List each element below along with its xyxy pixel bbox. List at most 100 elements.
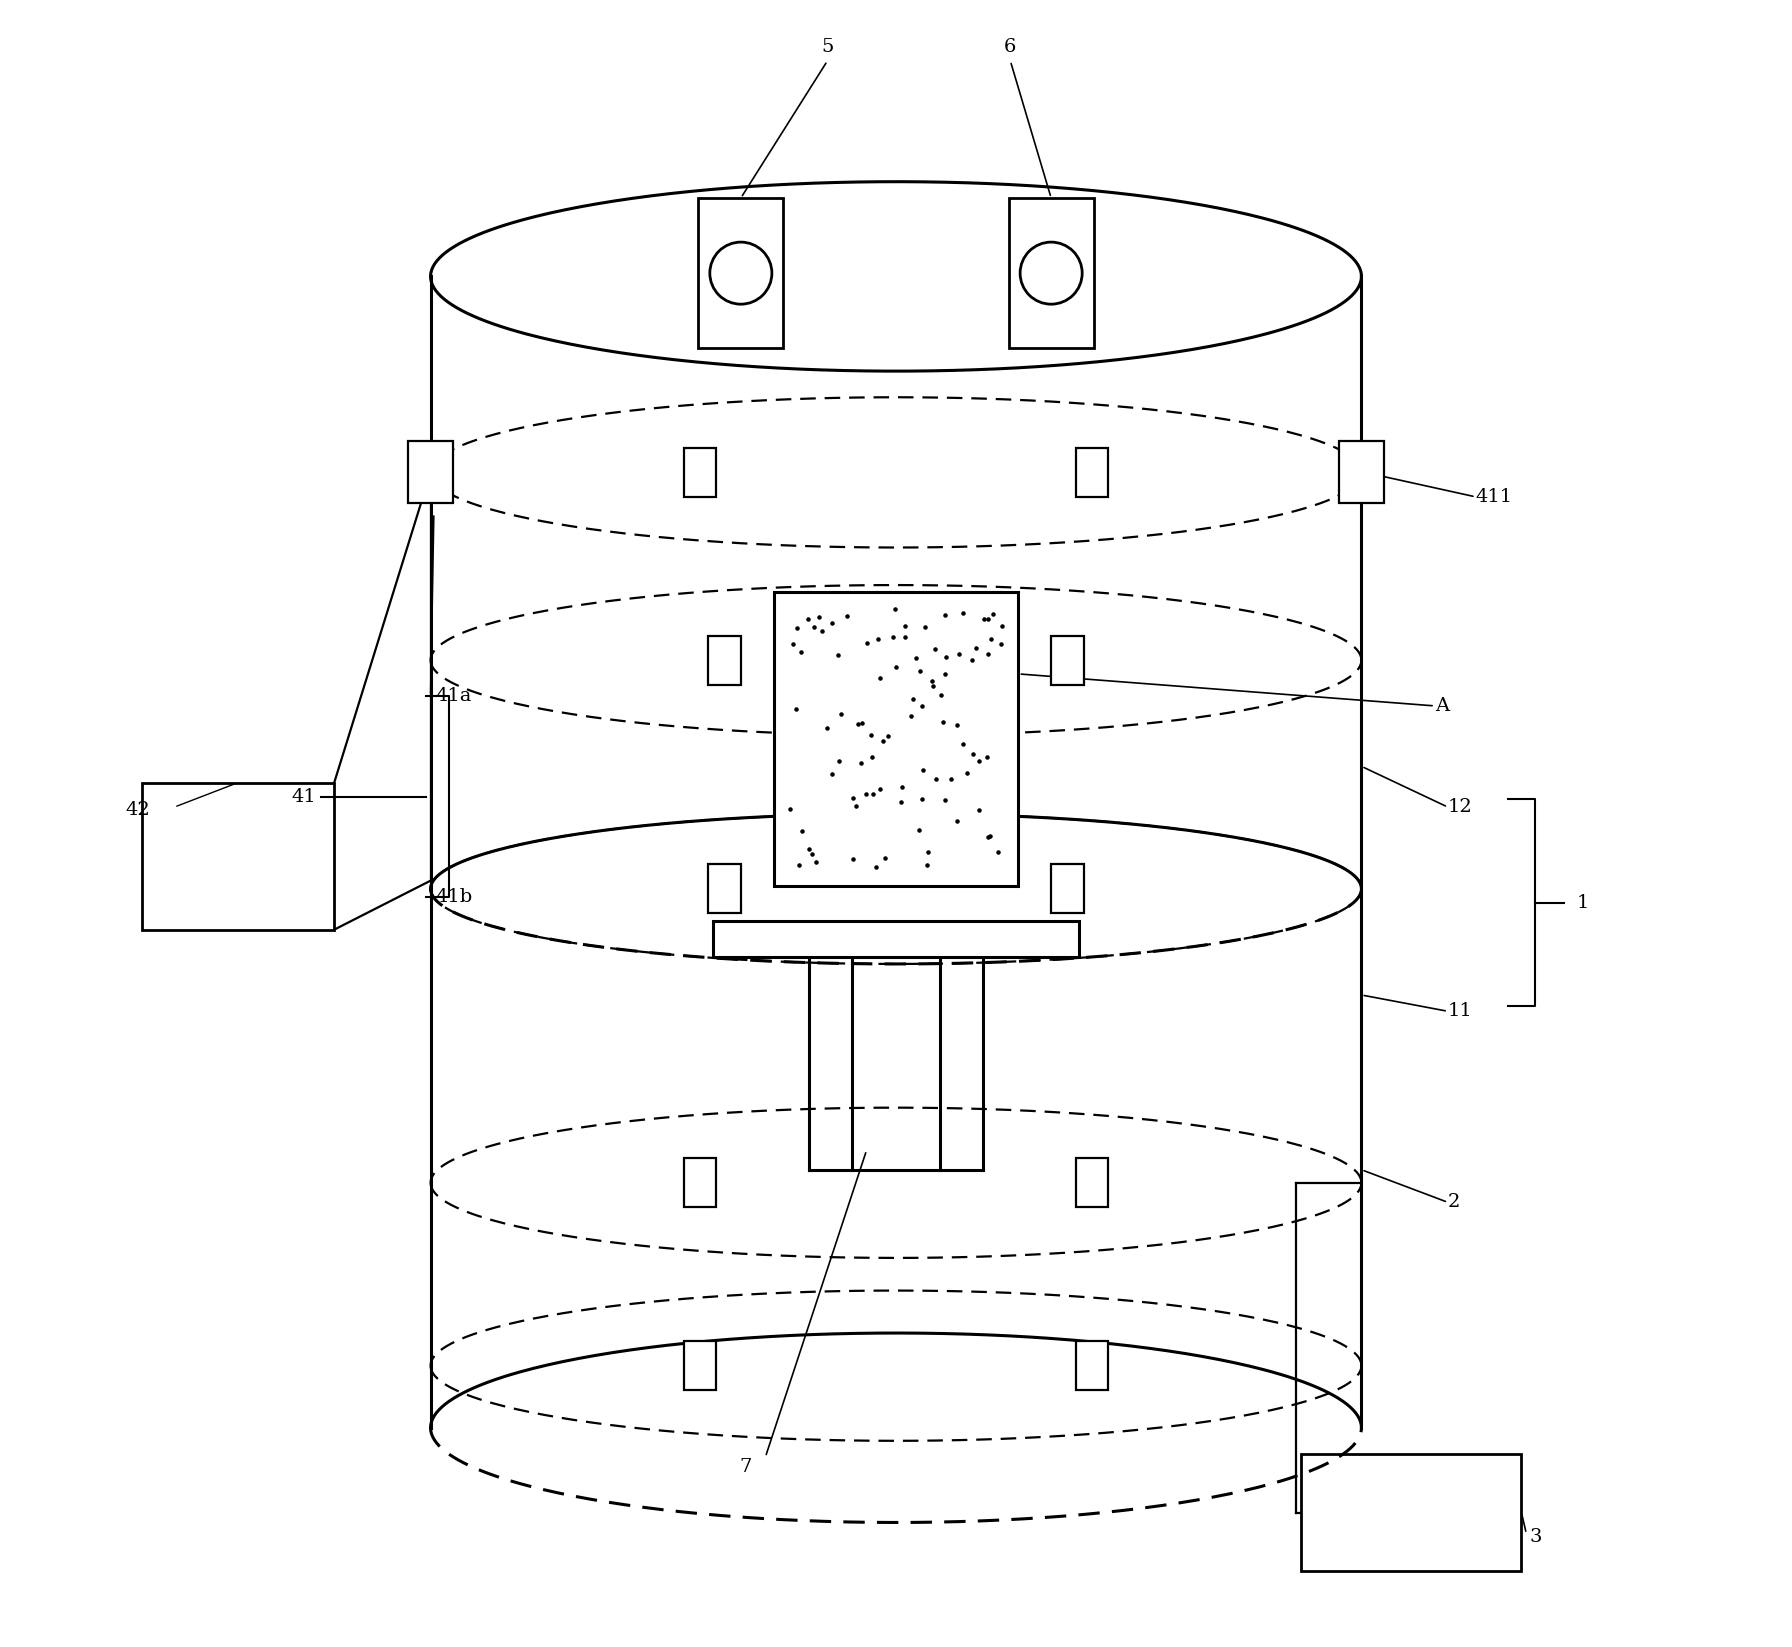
Point	[984, 838, 1012, 865]
Text: 5: 5	[821, 38, 833, 56]
Point	[921, 766, 950, 792]
Point	[848, 749, 876, 776]
Point	[973, 744, 1002, 771]
Point	[797, 840, 826, 866]
Point	[839, 784, 867, 810]
Point	[858, 781, 887, 807]
Point	[824, 748, 853, 774]
Text: 411: 411	[1477, 488, 1512, 506]
Bar	[685, 1341, 717, 1390]
Text: 3: 3	[1530, 1528, 1543, 1547]
Point	[851, 781, 880, 807]
Point	[921, 636, 950, 662]
Bar	[708, 865, 740, 914]
Point	[937, 766, 966, 792]
Point	[912, 851, 941, 878]
Point	[930, 660, 959, 687]
Point	[910, 614, 939, 641]
Point	[866, 776, 894, 802]
Bar	[409, 441, 453, 504]
Bar	[1052, 865, 1084, 914]
Point	[887, 789, 916, 815]
Point	[780, 631, 808, 657]
Point	[783, 614, 812, 641]
Bar	[1075, 1341, 1107, 1390]
Text: A: A	[1435, 697, 1450, 715]
Point	[901, 644, 930, 670]
Point	[824, 642, 853, 669]
Text: 41: 41	[292, 787, 315, 805]
Point	[805, 603, 833, 629]
Bar	[774, 591, 1018, 886]
Bar	[1075, 1158, 1107, 1207]
Point	[887, 774, 916, 800]
Point	[862, 853, 891, 879]
Text: 2: 2	[1448, 1194, 1460, 1212]
Bar	[685, 448, 717, 497]
Point	[969, 606, 998, 632]
Point	[973, 606, 1002, 632]
Point	[896, 703, 925, 730]
Point	[930, 787, 959, 814]
Circle shape	[1020, 242, 1082, 305]
Bar	[1339, 441, 1383, 504]
Text: 1: 1	[1577, 894, 1590, 912]
Point	[987, 631, 1016, 657]
Point	[909, 756, 937, 782]
Point	[839, 845, 867, 871]
Point	[878, 624, 907, 651]
Point	[785, 851, 814, 878]
Point	[957, 647, 986, 674]
Point	[964, 797, 993, 824]
Point	[943, 809, 971, 835]
Circle shape	[710, 242, 772, 305]
Point	[788, 819, 817, 845]
Point	[987, 613, 1016, 639]
Point	[918, 672, 946, 698]
Point	[918, 669, 946, 695]
Point	[844, 712, 873, 738]
Bar	[1075, 448, 1107, 497]
Point	[907, 659, 935, 685]
Point	[975, 641, 1004, 667]
Point	[801, 848, 830, 875]
Point	[914, 838, 943, 865]
Bar	[1009, 198, 1093, 348]
Point	[928, 710, 957, 736]
Point	[799, 614, 828, 641]
Point	[959, 741, 987, 768]
Point	[826, 702, 855, 728]
Point	[853, 631, 882, 657]
Point	[891, 613, 919, 639]
Point	[978, 601, 1007, 628]
Text: 12: 12	[1448, 799, 1473, 817]
Point	[873, 723, 901, 749]
Point	[926, 682, 955, 708]
Point	[964, 748, 993, 774]
Bar	[1052, 636, 1084, 685]
Point	[900, 685, 928, 712]
Point	[909, 692, 937, 718]
Point	[857, 721, 885, 748]
Point	[817, 609, 846, 636]
Point	[882, 596, 910, 623]
Bar	[1301, 1454, 1521, 1571]
Point	[944, 641, 973, 667]
Point	[948, 731, 977, 758]
Text: 41a: 41a	[435, 687, 471, 705]
Point	[962, 634, 991, 660]
Point	[973, 824, 1002, 850]
Point	[842, 792, 871, 819]
Point	[787, 639, 815, 665]
Bar	[685, 1158, 717, 1207]
Point	[943, 712, 971, 738]
Point	[882, 654, 910, 680]
Point	[781, 695, 810, 721]
Bar	[699, 198, 783, 348]
Point	[977, 626, 1005, 652]
Point	[891, 624, 919, 651]
Point	[869, 728, 898, 754]
Bar	[713, 921, 1079, 957]
Point	[975, 824, 1004, 850]
Point	[866, 665, 894, 692]
